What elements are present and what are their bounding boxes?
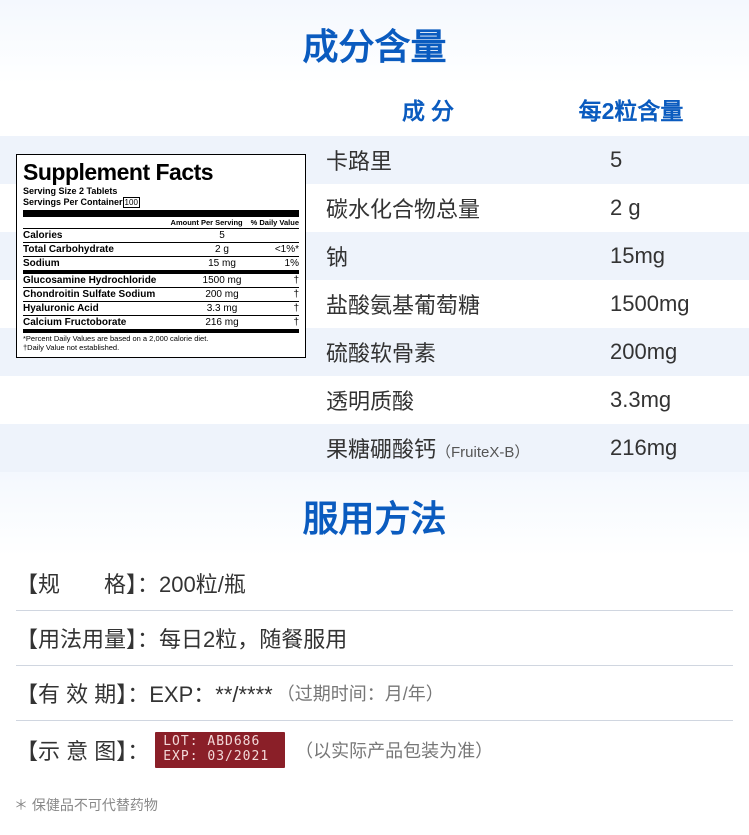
- disclaimer-footnote: ＊ 保健品不可代替药物: [0, 779, 749, 815]
- ingredient-name: 盐酸氨基葡萄糖: [320, 288, 590, 320]
- header-amount: 每2粒含量: [551, 92, 711, 126]
- facts-line: Calcium Fructoborate216 mg†: [23, 316, 299, 333]
- facts-line: Chondroitin Sulfate Sodium200 mg†: [23, 288, 299, 302]
- ingredient-amount: 15mg: [590, 243, 749, 269]
- facts-line: Calories5: [23, 229, 299, 243]
- lot-exp-badge: LOT: ABD686 EXP: 03/2021: [155, 732, 285, 768]
- ingredient-amount: 200mg: [590, 339, 749, 365]
- facts-servings-per: Servings Per Container100: [23, 197, 299, 209]
- ingredient-name: 硫酸软骨素: [320, 336, 590, 368]
- facts-line: Hyaluronic Acid3.3 mg†: [23, 302, 299, 316]
- ingredients-header: 成分 每2粒含量: [0, 84, 749, 136]
- facts-title: Supplement Facts: [23, 159, 299, 186]
- ingredient-name: 碳水化合物总量: [320, 192, 590, 224]
- ingredients-title: 成分含量: [0, 0, 749, 84]
- ingredient-amount: 3.3mg: [590, 387, 749, 413]
- usage-spec: 【规 格】：200粒/瓶: [16, 556, 733, 611]
- ingredient-name: 透明质酸: [320, 384, 590, 416]
- facts-serving-size: Serving Size 2 Tablets: [23, 186, 299, 197]
- facts-line: Glucosamine Hydrochloride1500 mg†: [23, 274, 299, 288]
- ingredient-name: 果糖硼酸钙（FruiteX-B）: [320, 432, 590, 464]
- ingredient-row: 透明质酸 3.3mg: [0, 376, 749, 424]
- usage-title: 服用方法: [0, 472, 749, 556]
- ingredient-name: 卡路里: [320, 144, 590, 176]
- ingredient-amount: 2 g: [590, 195, 749, 221]
- ingredient-amount: 5: [590, 147, 749, 173]
- ingredient-row: 果糖硼酸钙（FruiteX-B） 216mg: [0, 424, 749, 472]
- usage-expiry: 【有 效 期】：EXP：**/**** （过期时间：月/年）: [16, 666, 733, 721]
- facts-line: Total Carbohydrate2 g<1%*: [23, 243, 299, 257]
- usage-section: 【规 格】：200粒/瓶 【用法用量】：每日2粒，随餐服用 【有 效 期】：EX…: [0, 556, 749, 779]
- facts-header: Amount Per Serving% Daily Value: [23, 217, 299, 229]
- facts-line: Sodium15 mg1%: [23, 257, 299, 274]
- ingredient-name: 钠: [320, 240, 590, 272]
- facts-note: *Percent Daily Values are based on a 2,0…: [23, 333, 299, 352]
- usage-dosage: 【用法用量】：每日2粒，随餐服用: [16, 611, 733, 666]
- header-ingredient: 成分: [311, 92, 551, 126]
- usage-diagram: 【示 意 图】： LOT: ABD686 EXP: 03/2021 （以实际产品…: [16, 721, 733, 779]
- ingredient-amount: 1500mg: [590, 291, 749, 317]
- supplement-facts-panel: Supplement Facts Serving Size 2 Tablets …: [16, 154, 306, 358]
- ingredients-table: 卡路里 5 碳水化合物总量 2 g 钠 15mg 盐酸氨基葡萄糖 1500mg …: [0, 136, 749, 472]
- ingredient-amount: 216mg: [590, 435, 749, 461]
